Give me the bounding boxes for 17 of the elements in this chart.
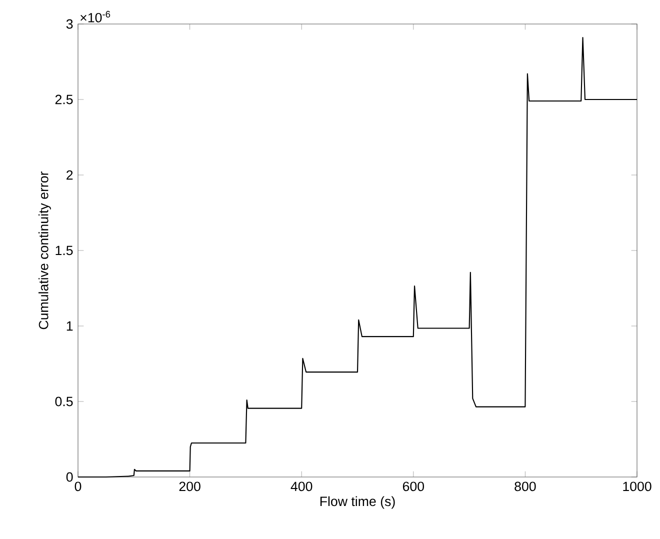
x-axis-title: Flow time (s): [320, 496, 395, 509]
y-axis-title: Cumulative continuity error: [38, 171, 51, 330]
x-tick-label: 200: [179, 482, 200, 492]
text: ×10$^{-6}$: [80, 10, 110, 22]
y-tick-label: 1.5: [56, 246, 73, 256]
x-tick-label: 400: [290, 482, 312, 492]
y-tick-label: 3: [66, 19, 73, 29]
x-tick-label: 1000: [623, 482, 652, 492]
y-tick-label: 0: [66, 472, 73, 482]
y-tick-label: 0.5: [55, 396, 73, 406]
x-tick-label: 600: [402, 482, 424, 492]
y-tick-label: 2: [66, 170, 73, 180]
x-tick-label: 800: [514, 482, 536, 492]
y-tick-label: 1: [66, 321, 73, 331]
line-series: [77, 37, 638, 478]
x-tick-label: 0: [74, 482, 82, 492]
y-tick-label: 2.5: [55, 94, 73, 104]
